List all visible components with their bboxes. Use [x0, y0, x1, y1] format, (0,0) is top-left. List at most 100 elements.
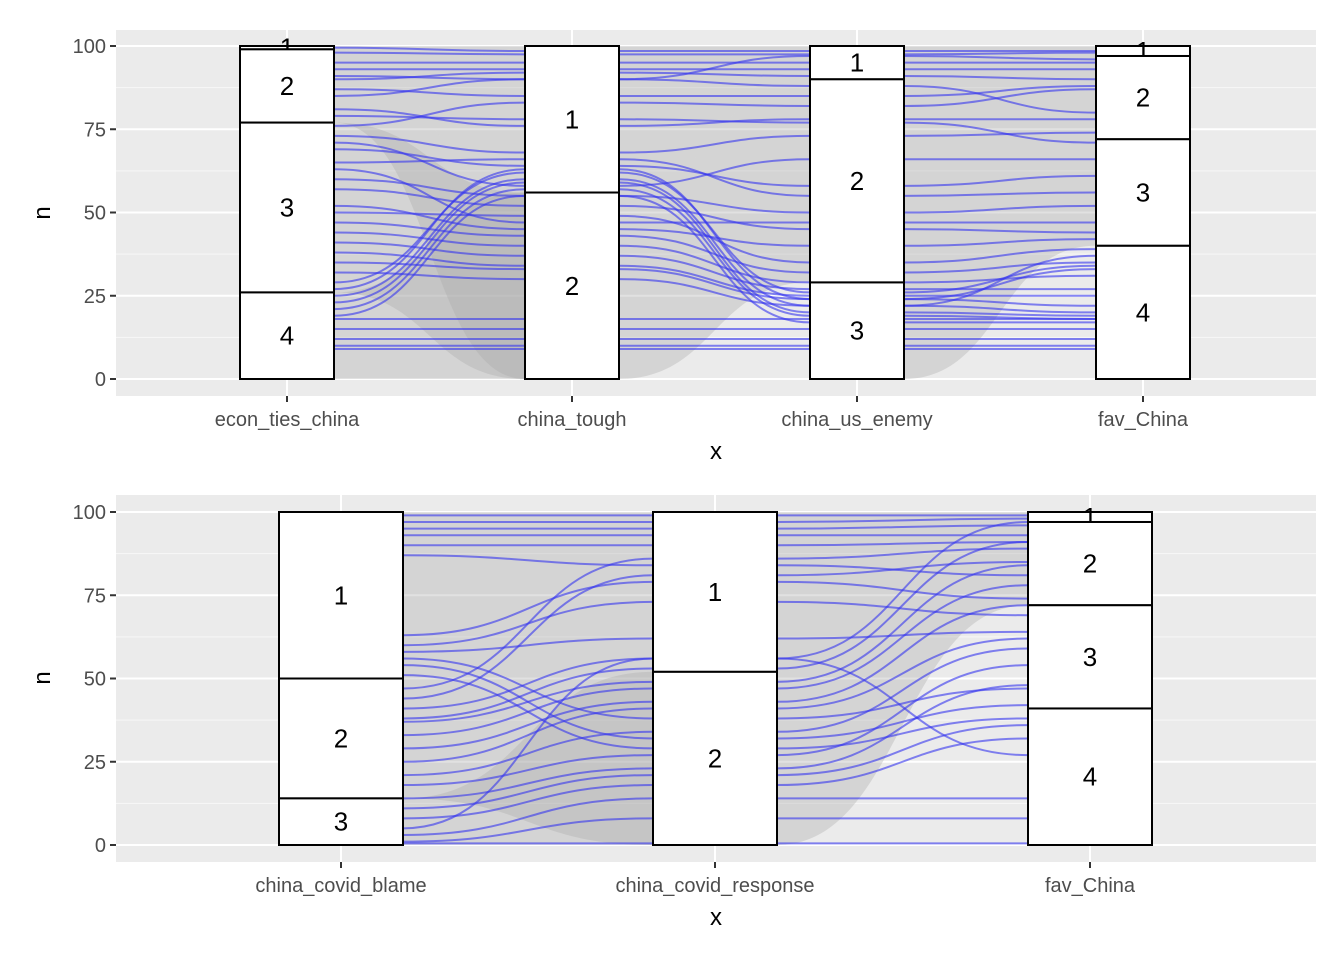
- y-tick-label: 75: [84, 119, 106, 141]
- flow-line: [903, 268, 1097, 301]
- stratum-box: [239, 291, 335, 381]
- flow-line: [333, 188, 526, 207]
- stratum-axis-china-tough: 12: [524, 45, 620, 380]
- flow-line: [333, 46, 526, 52]
- flow-line: [402, 637, 654, 653]
- flow-line: [618, 268, 811, 301]
- stratum-axis-china-covid-blame: 1 2 3: [278, 511, 404, 847]
- flow-line: [903, 261, 1097, 274]
- flow-line: [402, 774, 654, 810]
- stratum-box: [278, 797, 404, 847]
- stratum-box: [239, 121, 335, 294]
- stratum-label: 4: [1136, 297, 1150, 327]
- flow-line: [903, 311, 1097, 317]
- flow-line: [333, 188, 526, 311]
- flow-line: [333, 181, 526, 304]
- flow-line: [402, 580, 654, 637]
- flow-line: [333, 178, 526, 297]
- flow-line: [402, 797, 654, 837]
- y-axis-title: n: [29, 206, 56, 219]
- flow-line: [333, 231, 526, 247]
- flow-ribbon: [619, 46, 810, 193]
- stratum-box: [1095, 244, 1191, 380]
- flow-line: [402, 817, 654, 843]
- stratum-box: [524, 45, 620, 194]
- stratum-label: 2: [1136, 83, 1150, 113]
- stratum-box: [1027, 604, 1153, 710]
- y-tick-label: 0: [95, 835, 106, 857]
- stratum-label: 3: [280, 193, 294, 223]
- stratum-label: 1: [850, 48, 864, 78]
- stratum-label: 2: [280, 71, 294, 101]
- flow-line: [903, 204, 1097, 214]
- flow-line: [333, 71, 526, 81]
- flow-line: [618, 54, 811, 81]
- stratum-box: [809, 45, 905, 81]
- y-tick-label: 100: [73, 502, 106, 524]
- stratum-label: 2: [334, 723, 348, 753]
- flow-line: [776, 564, 1029, 683]
- x-tick-label: china_covid_response: [615, 875, 814, 897]
- flow-line: [903, 254, 1097, 307]
- flow-line: [903, 304, 1097, 314]
- flow-line: [776, 520, 1029, 660]
- stratum-label: 1: [708, 577, 722, 607]
- flow-line: [618, 228, 811, 247]
- flow-ribbon: [777, 521, 1028, 845]
- flow-line: [402, 680, 654, 723]
- x-axis-title: x: [710, 904, 722, 931]
- flow-line: [903, 84, 1097, 97]
- flow-ribbon: [904, 55, 1096, 283]
- flow-line: [618, 118, 811, 124]
- flow-line: [903, 174, 1097, 187]
- flow-line: [903, 228, 1097, 234]
- flow-line: [333, 148, 526, 167]
- flow-line: [618, 234, 811, 274]
- flow-line: [618, 244, 811, 284]
- flow-line: [618, 101, 811, 107]
- y-axis-title: n: [29, 671, 56, 684]
- flow-line: [776, 647, 1029, 733]
- x-tick-label: fav_China: [1098, 409, 1189, 431]
- stratum-label: 1: [565, 104, 579, 134]
- flow-line: [618, 194, 811, 214]
- flow-line: [776, 637, 1029, 710]
- flow-line: [618, 214, 811, 264]
- flow-line: [333, 211, 526, 217]
- flow-line: [776, 630, 1029, 640]
- flow-line: [402, 657, 654, 710]
- flow-line: [903, 88, 1097, 107]
- flow-line: [776, 737, 1029, 787]
- flow-line: [903, 121, 1097, 144]
- flow-line: [333, 261, 526, 271]
- flow-line: [903, 298, 1097, 307]
- flow-line: [776, 547, 1029, 560]
- x-tick-label: china_covid_blame: [255, 875, 426, 897]
- flow-line: [333, 271, 526, 281]
- stratum-label: 3: [334, 807, 348, 837]
- flow-ribbon: [334, 46, 525, 193]
- flow-line: [333, 251, 526, 267]
- flow-lines: [402, 514, 1029, 845]
- flow-line: [618, 118, 811, 127]
- flow-line: [618, 181, 811, 314]
- flow-line: [333, 194, 526, 317]
- flow-line: [618, 164, 811, 187]
- y-tick-label: 0: [95, 369, 106, 391]
- x-tick-label: econ_ties_china: [215, 409, 360, 431]
- stratum-label: 2: [1083, 549, 1097, 579]
- flow-line: [402, 687, 654, 737]
- flow-line: [903, 54, 1097, 61]
- flow-ribbon: [334, 192, 525, 379]
- stratum-label: 2: [708, 743, 722, 773]
- flow-line: [333, 168, 526, 291]
- flow-line: [776, 704, 1029, 740]
- flow-line: [333, 101, 526, 127]
- y-tick-label: 75: [84, 585, 106, 607]
- flow-line: [618, 71, 811, 77]
- stratum-box: [1027, 707, 1153, 846]
- flow-line: [333, 51, 526, 56]
- flow-line: [618, 278, 811, 307]
- flow-ribbon: [334, 122, 525, 379]
